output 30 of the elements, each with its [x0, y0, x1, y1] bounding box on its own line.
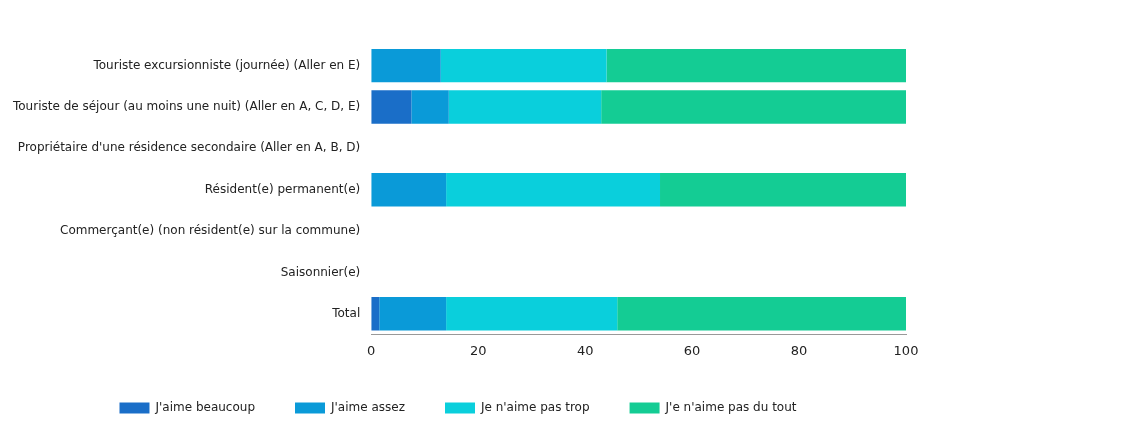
bar [411, 90, 449, 124]
x-tick-label: 80 [790, 342, 808, 358]
x-tick-label: 40 [576, 342, 594, 358]
x-tick-label: 20 [469, 342, 487, 358]
bar [606, 48, 906, 83]
bar [440, 48, 607, 83]
bar [371, 90, 412, 124]
y-tick-label: Touriste de séjour (au moins une nuit) (Aller en A, C, D, E) [11, 99, 361, 114]
bar [448, 90, 602, 124]
bar [617, 297, 906, 331]
x-tick-label: 60 [683, 342, 701, 358]
y-tick-label: Saisonnier(e) [280, 264, 361, 279]
x-tick-label: 100 [893, 342, 919, 358]
y-tick-label: Résident(e) permanent(e) [204, 181, 361, 196]
bar [446, 173, 661, 207]
x-tick-label: 0 [367, 342, 376, 358]
legend-label: Je n'aime pas trop [479, 400, 590, 415]
legend-label: J'e n'aime pas du tout [664, 400, 797, 415]
bar [371, 173, 447, 207]
y-tick-label: Commerçant(e) (non résident(e) sur la commune) [60, 223, 361, 238]
y-tick-label: Propriétaire d'une résidence secondaire (Aller en A, B, D) [17, 140, 361, 155]
legend-label: J'aime beaucoup [154, 400, 256, 415]
bar [601, 90, 906, 124]
y-tick-label: Total [331, 305, 361, 320]
bar [379, 297, 447, 331]
y-tick-label: Touriste excursionniste (journée) (Aller en E) [92, 57, 361, 72]
bar [446, 297, 618, 331]
legend-label: J'aime assez [330, 400, 405, 415]
bar [660, 173, 906, 207]
bar [371, 48, 441, 83]
